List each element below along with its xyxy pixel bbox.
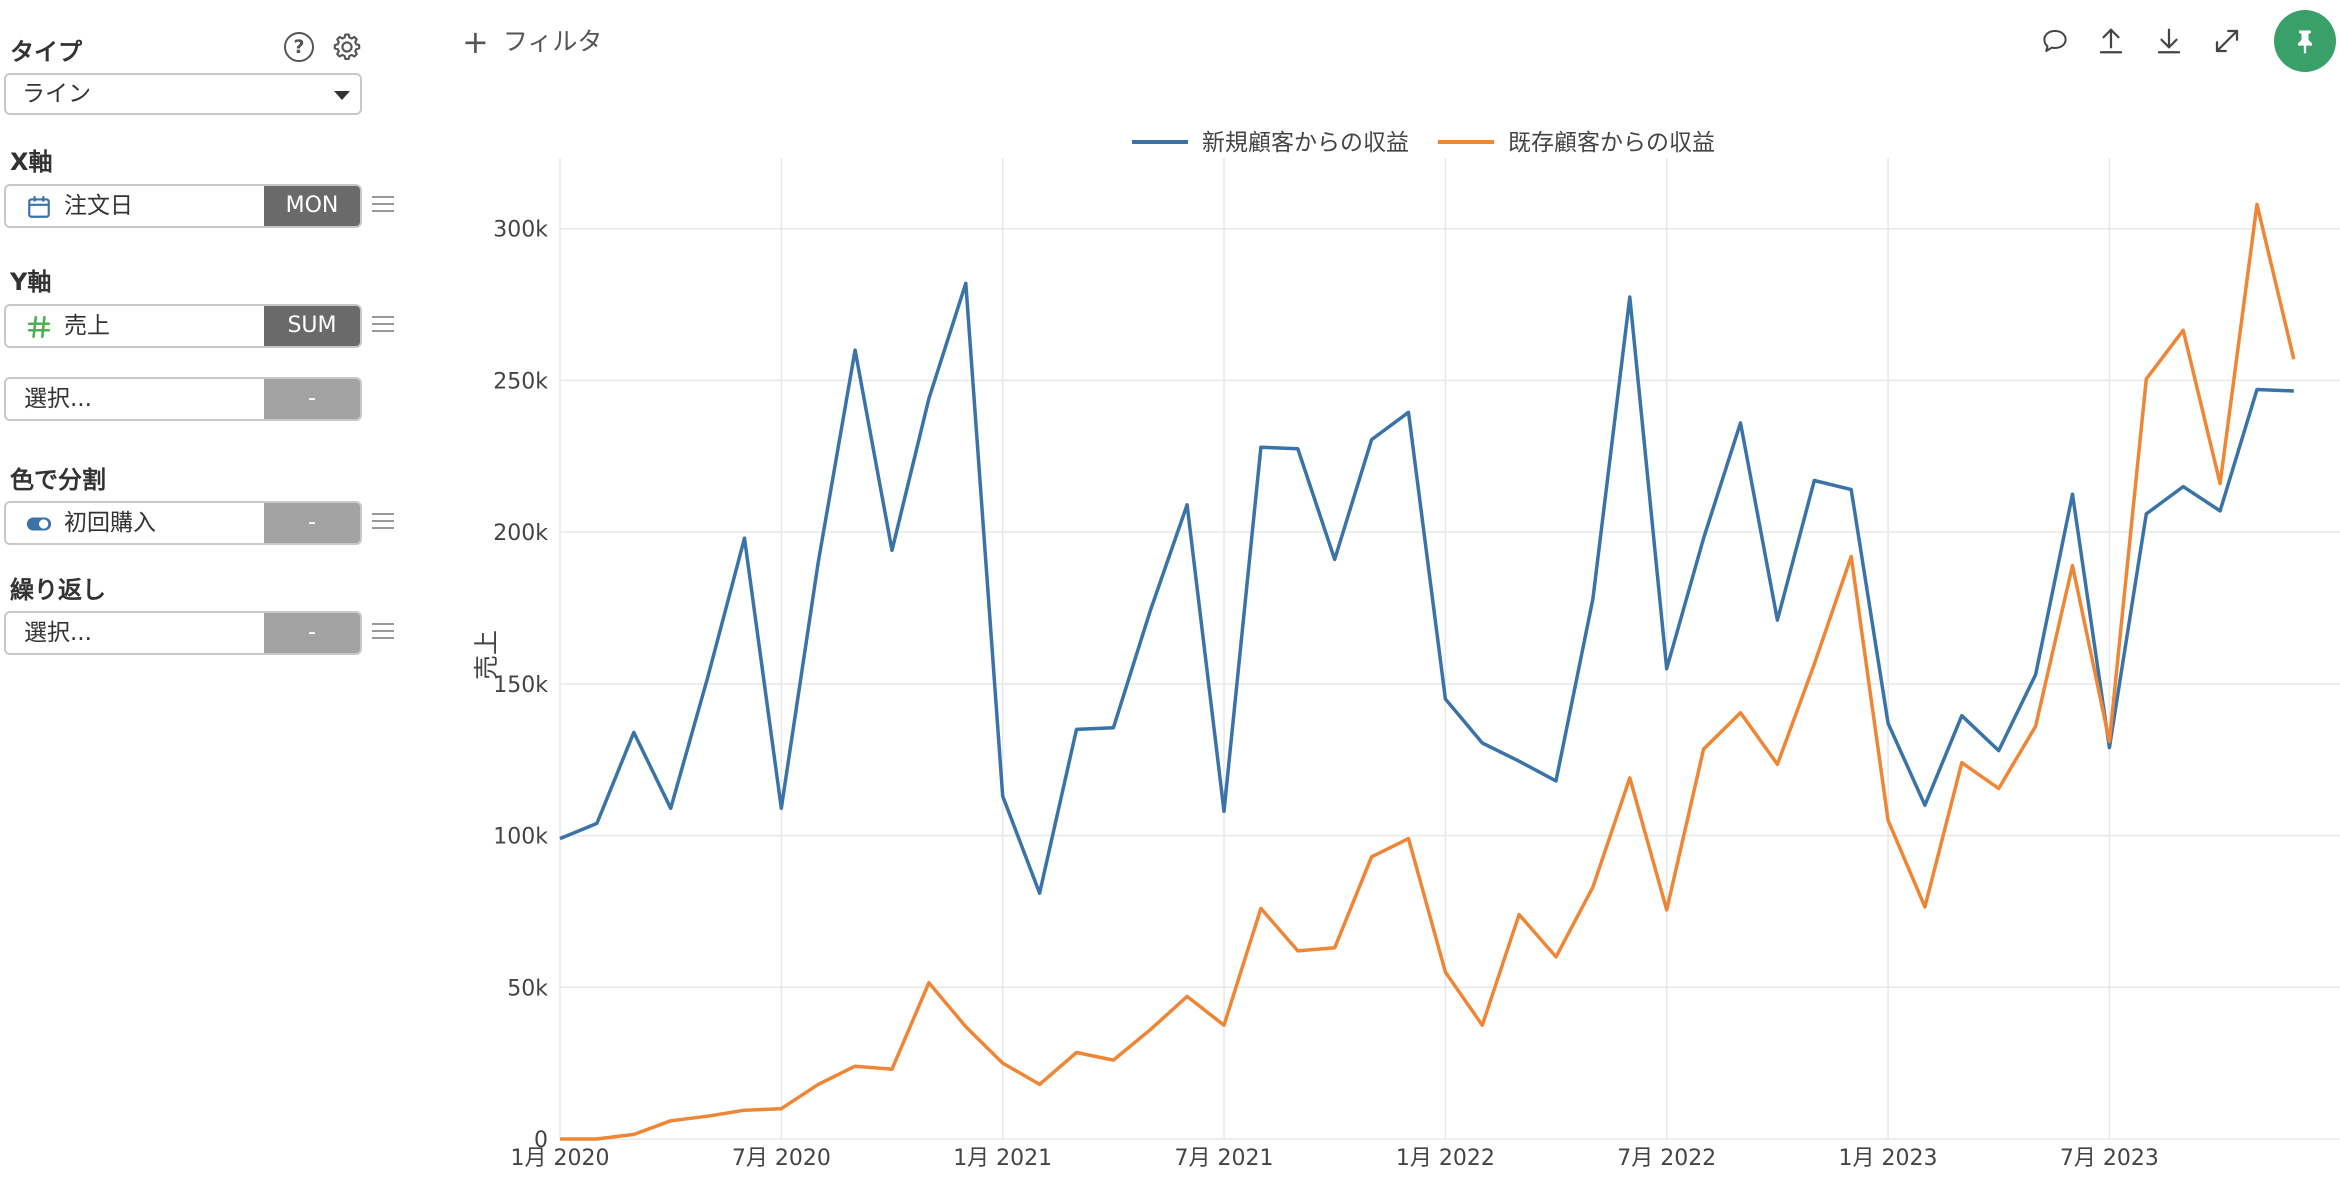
repeat-aggregation[interactable]: - xyxy=(264,613,360,653)
y-axis-title: 売上 xyxy=(472,630,501,680)
y-tick-label: 50k xyxy=(507,976,548,1001)
y-tick-label: 150k xyxy=(493,673,548,698)
calendar-icon xyxy=(28,196,50,218)
chevron-down-icon xyxy=(334,91,350,100)
color-split-field[interactable]: 初回購入 - xyxy=(4,501,362,545)
chart-type-select[interactable]: ライン xyxy=(4,73,362,115)
y-tick-label: 300k xyxy=(493,218,548,243)
y-tick-label: 250k xyxy=(493,369,548,394)
x-tick-label: 7月 2020 xyxy=(732,1146,831,1171)
y-axis-2-field[interactable]: 選択... - xyxy=(4,377,362,421)
color-split-menu-icon[interactable] xyxy=(372,513,394,531)
y-axis-2-placeholder: 選択... xyxy=(24,386,92,412)
hash-icon xyxy=(27,315,51,339)
x-tick-label: 7月 2023 xyxy=(2060,1146,2159,1171)
toggle-icon xyxy=(26,517,52,531)
chart-type-value: ライン xyxy=(22,81,91,107)
x-axis-label: X軸 xyxy=(10,148,53,176)
y-axis-label: Y軸 xyxy=(10,268,52,296)
x-tick-label: 7月 2022 xyxy=(1617,1146,1716,1171)
x-tick-label: 1月 2022 xyxy=(1396,1146,1495,1171)
y-axis-2-aggregation[interactable]: - xyxy=(264,379,360,419)
line-chart-svg: 0 50k 100k 150k 200k 250k 300k 1月 2020 7月 2020 1月… xyxy=(472,130,2340,1171)
add-filter-button[interactable]: + フィルタ xyxy=(462,22,602,61)
expand-icon[interactable] xyxy=(2212,26,2242,56)
x-tick-label: 1月 2020 xyxy=(511,1146,610,1171)
y-axis-field-name: 売上 xyxy=(64,313,110,339)
repeat-label: 繰り返し xyxy=(10,576,106,604)
pin-button[interactable] xyxy=(2274,10,2336,72)
type-label: タイプ xyxy=(10,38,82,66)
repeat-placeholder: 選択... xyxy=(24,620,92,646)
y-tick-label: 0 xyxy=(534,1128,548,1153)
download-icon[interactable] xyxy=(2154,26,2184,56)
pin-icon xyxy=(2298,30,2312,54)
repeat-menu-icon[interactable] xyxy=(372,623,394,641)
help-icon[interactable]: ? xyxy=(284,32,314,62)
x-axis-field-name: 注文日 xyxy=(64,193,133,219)
filter-label: フィルタ xyxy=(502,27,603,56)
plus-icon: + xyxy=(462,23,489,61)
y-tick-label: 200k xyxy=(493,521,548,546)
repeat-field[interactable]: 選択... - xyxy=(4,611,362,655)
x-tick-label: 7月 2021 xyxy=(1175,1146,1274,1171)
y-axis-aggregation[interactable]: SUM xyxy=(264,306,360,346)
legend-label: 既存顧客からの収益 xyxy=(1508,130,1715,156)
y-tick-label: 100k xyxy=(493,825,548,850)
x-axis-aggregation[interactable]: MON xyxy=(264,186,360,226)
x-tick-label: 1月 2023 xyxy=(1839,1146,1938,1171)
gear-icon[interactable] xyxy=(330,30,364,64)
y-axis-menu-icon[interactable] xyxy=(372,316,394,334)
color-split-label: 色で分割 xyxy=(10,466,106,494)
series-line-new-customers xyxy=(559,281,2294,895)
line-chart: 0 50k 100k 150k 200k 250k 300k 1月 2020 7月 2020 1月… xyxy=(440,100,2340,1194)
x-axis-menu-icon[interactable] xyxy=(372,196,394,214)
color-split-aggregation[interactable]: - xyxy=(264,503,360,543)
series-line-existing-customers xyxy=(560,202,2296,1141)
upload-icon[interactable] xyxy=(2096,26,2126,56)
legend-label: 新規顧客からの収益 xyxy=(1202,130,1409,156)
y-axis-field[interactable]: 売上 SUM xyxy=(4,304,362,348)
chart-config-sidebar: タイプ ? ライン X軸 注文日 MON Y軸 売上 SUM 選択... xyxy=(0,0,410,1194)
color-split-field-name: 初回購入 xyxy=(64,510,156,536)
x-axis-field[interactable]: 注文日 MON xyxy=(4,184,362,228)
comment-icon[interactable] xyxy=(2040,26,2070,56)
x-tick-label: 1月 2021 xyxy=(953,1146,1052,1171)
